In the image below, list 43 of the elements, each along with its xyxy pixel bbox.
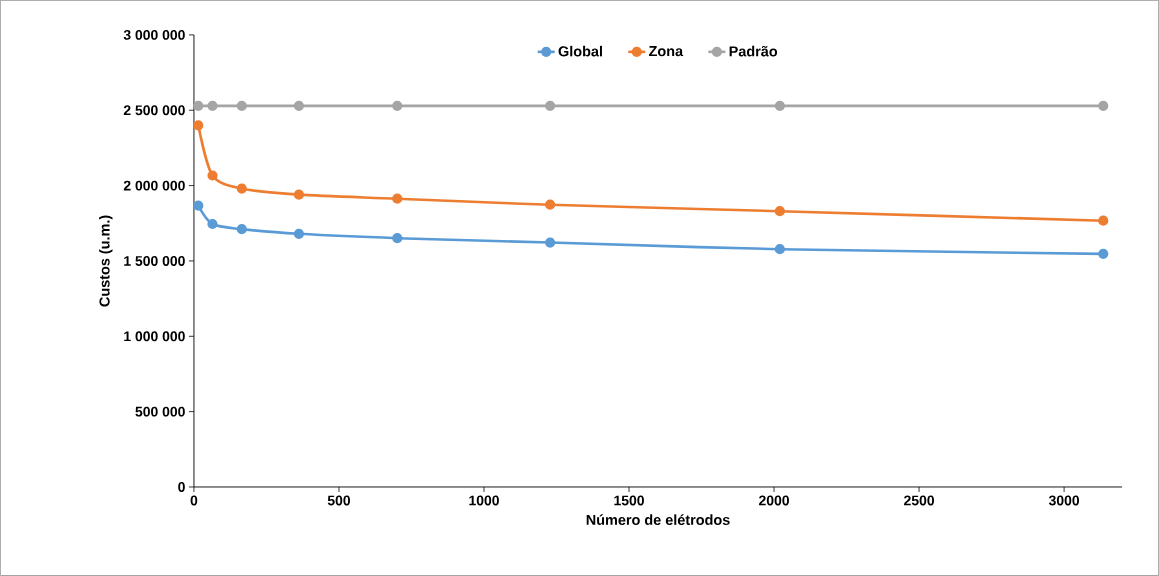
point [207, 218, 218, 230]
legend-label: Global [558, 45, 602, 57]
point [293, 228, 305, 239]
y-axis-title: Custos (u.m.) [99, 215, 113, 307]
x-tick-label: 2000 [759, 495, 789, 506]
x-tick-label: 500 [327, 495, 351, 506]
point [545, 199, 556, 210]
x-tick-label: 3000 [1048, 495, 1080, 506]
point [1098, 248, 1109, 259]
point [545, 237, 556, 248]
point [293, 100, 305, 112]
y-tick-label: 1 000 000 [124, 331, 185, 342]
y-tick-label: 2 000 000 [123, 180, 185, 191]
y-tick-label: 1 500 000 [124, 256, 185, 266]
point [774, 100, 785, 112]
point [774, 244, 785, 255]
y-tick-label: 0 [178, 482, 185, 492]
point [193, 120, 204, 131]
point [774, 206, 785, 217]
legend-label: Zona [649, 46, 684, 57]
point [207, 170, 218, 181]
x-axis-title: Número de elétrodos [586, 514, 730, 526]
point [193, 100, 204, 112]
point [1098, 100, 1109, 112]
y-tick-label: 2 500 000 [123, 105, 185, 116]
y-tick-label: 500 000 [135, 406, 185, 417]
x-tick-label: 1000 [469, 495, 499, 506]
point [293, 189, 305, 200]
point [236, 224, 247, 235]
point [545, 100, 556, 112]
x-tick-label: 0 [190, 495, 198, 506]
point [236, 100, 247, 112]
point [392, 233, 403, 244]
y-tick-label: 3 000 000 [123, 29, 185, 40]
legend-label: Padrão [729, 45, 778, 57]
point [392, 193, 403, 204]
x-tick-label: 1500 [614, 495, 644, 506]
point [392, 100, 403, 112]
point [193, 200, 204, 211]
x-tick-label: 2500 [904, 495, 935, 506]
point [1098, 215, 1109, 226]
point [207, 100, 218, 112]
point [236, 183, 247, 194]
